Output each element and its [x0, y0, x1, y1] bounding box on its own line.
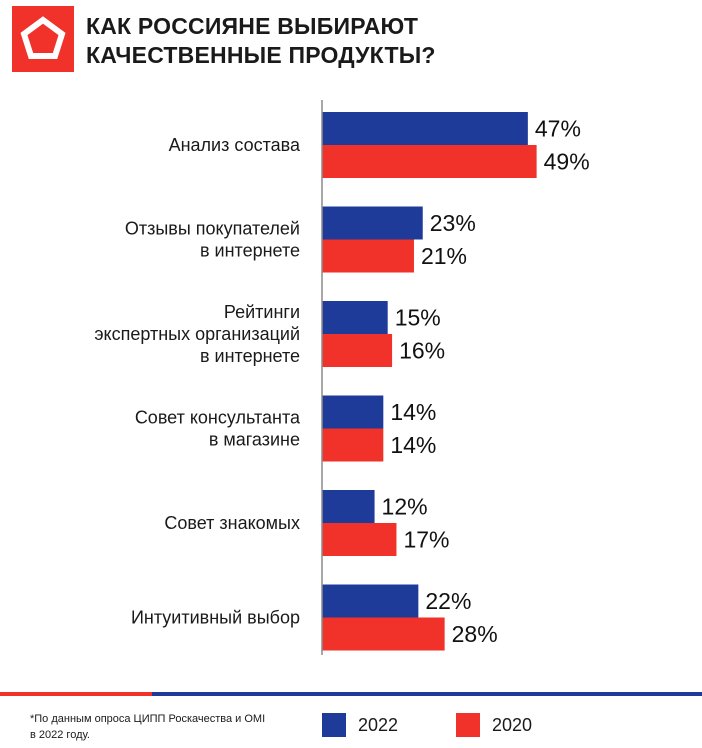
category-label-3-0: Совет консультанта [135, 408, 301, 428]
category-label-2-2: в интернете [200, 346, 300, 366]
bar-2020-5 [322, 617, 445, 651]
category-label-5-0: Интуитивный выбор [131, 608, 300, 628]
legend-item-2022: 2022 [322, 713, 398, 737]
value-label-2022-1: 23% [430, 210, 476, 236]
legend-label-2020: 2020 [492, 714, 533, 735]
bar-2022-2 [322, 301, 388, 334]
value-label-2020-1: 21% [421, 243, 467, 269]
pentagon-logo-icon [12, 6, 74, 72]
category-label-2-1: экспертных организаций [94, 324, 300, 344]
bar-2022-5 [322, 584, 419, 618]
legend-label-2022: 2022 [358, 714, 399, 735]
value-label-2022-3: 14% [390, 399, 436, 425]
title-line-1: КАК РОССИЯНЕ ВЫБИРАЮТ [86, 13, 419, 39]
bar-2020-3 [322, 428, 384, 462]
page-title: КАК РОССИЯНЕ ВЫБИРАЮТ КАЧЕСТВЕННЫЕ ПРОДУ… [86, 12, 436, 70]
value-label-2020-3: 14% [390, 432, 436, 458]
source-note-line-1: *По данным опроса ЦИПП Роскачества и OMI [30, 713, 266, 725]
value-label-2022-4: 12% [382, 494, 428, 520]
bar-2020-2 [322, 334, 393, 367]
category-label-1-0: Отзывы покупателей [125, 219, 300, 239]
value-label-2022-0: 47% [535, 116, 581, 142]
legend-swatch-2022 [322, 713, 346, 737]
value-label-2022-5: 22% [425, 588, 471, 614]
category-label-2-0: Рейтинги [224, 302, 300, 322]
title-line-2: КАЧЕСТВЕННЫЕ ПРОДУКТЫ? [86, 42, 436, 68]
bar-2022-4 [322, 490, 375, 523]
value-label-2020-4: 17% [403, 527, 449, 553]
value-label-2020-5: 28% [452, 621, 498, 647]
value-label-2022-2: 15% [395, 305, 441, 331]
legend-item-2020: 2020 [456, 713, 532, 737]
category-label-4-0: Совет знакомых [164, 513, 300, 533]
bar-2022-0 [322, 112, 528, 145]
value-label-2020-0: 49% [544, 149, 590, 175]
source-note: *По данным опроса ЦИПП Роскачества и OMI… [30, 711, 265, 743]
bar-2022-3 [322, 395, 384, 429]
bar-2020-4 [322, 523, 397, 556]
category-label-0-0: Анализ состава [169, 135, 301, 155]
bar-chart: 47% 49% Анализ состава 23% 21% Отзывы покупат… [94, 100, 590, 655]
bar-2022-1 [322, 206, 423, 240]
footer-divider [0, 692, 702, 696]
category-label-1-1: в интернете [200, 241, 300, 261]
value-label-2020-2: 16% [399, 338, 445, 364]
source-note-line-2: в 2022 году. [30, 729, 90, 741]
category-label-3-1: в магазине [209, 430, 300, 450]
bar-2020-1 [322, 239, 414, 273]
bar-2020-0 [322, 145, 537, 178]
legend-swatch-2020 [456, 713, 480, 737]
